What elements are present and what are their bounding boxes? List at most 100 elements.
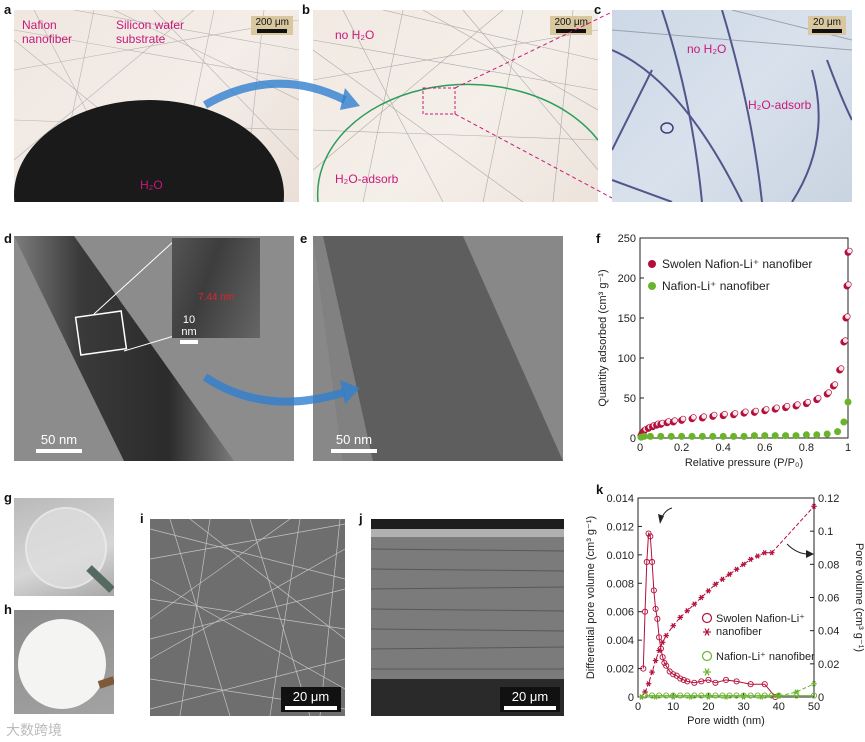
data-point <box>670 622 676 629</box>
desorption-point <box>721 410 728 418</box>
data-point <box>802 431 810 439</box>
data-point <box>747 692 754 699</box>
data-point <box>719 576 726 582</box>
data-point <box>761 432 769 440</box>
panel-d-inset-scale-text: 10 nm <box>181 314 197 338</box>
desorption-point <box>844 313 851 320</box>
y2-tick-label: 0.12 <box>818 493 839 505</box>
nanofiber-texture <box>313 10 598 202</box>
data-point <box>712 679 719 686</box>
data-point <box>776 693 782 699</box>
data-point <box>747 681 754 688</box>
data-point <box>811 681 817 687</box>
y-tick-label: 0.010 <box>606 550 634 562</box>
data-point <box>646 432 654 440</box>
panel-g-label: g <box>4 490 12 505</box>
wetting-boundary <box>316 83 598 202</box>
data-point <box>705 694 712 700</box>
data-point <box>684 678 691 685</box>
data-point <box>834 428 842 436</box>
legend-marker <box>703 668 711 676</box>
legend-label: Nafion-Li⁺ nanofiber <box>716 651 815 663</box>
series-line <box>642 531 776 698</box>
x-axis-label: Pore width (nm) <box>687 715 765 727</box>
panel-b-no-water-label: no H₂O <box>335 28 375 42</box>
data-point <box>698 692 705 699</box>
data-point <box>688 432 696 440</box>
y-tick-label: 100 <box>618 353 636 365</box>
data-point <box>761 550 768 556</box>
data-point <box>844 398 852 406</box>
data-point <box>663 662 670 669</box>
curved-arrow-icon <box>202 373 360 406</box>
legend-marker <box>701 612 713 624</box>
panel-i-scale-text: 20 μm <box>292 689 330 704</box>
data-point <box>649 558 656 566</box>
x-tick-label: 50 <box>808 701 820 713</box>
data-point <box>641 608 649 615</box>
desorption-point <box>679 415 687 423</box>
y-axis-label: Quantity adsorbed (cm³ g⁻¹) <box>597 269 609 406</box>
panel-d-inset-measure: 7.44 nm <box>198 292 235 303</box>
zoom-connector-lines <box>454 11 613 199</box>
desorption-point <box>845 281 852 288</box>
data-point <box>657 432 665 440</box>
data-point <box>645 681 652 687</box>
data-point <box>712 581 719 587</box>
data-point <box>680 676 687 683</box>
curved-arrow-icon <box>203 79 360 110</box>
desorption-point <box>773 404 780 411</box>
data-point <box>654 615 661 622</box>
x-tick-label: 10 <box>667 701 679 713</box>
panel-b-adsorb-label: H₂O-adsorb <box>335 172 399 186</box>
panel-h-label: h <box>4 602 12 617</box>
desorption-point <box>815 394 822 402</box>
y2-tick-label: 0.02 <box>818 659 839 671</box>
data-point <box>768 692 775 699</box>
data-point <box>677 614 684 621</box>
y-tick-label: 50 <box>624 393 636 405</box>
y-tick-label: 0.002 <box>606 664 634 676</box>
data-point <box>652 605 659 612</box>
data-point <box>647 533 654 540</box>
data-point <box>642 689 648 695</box>
data-point <box>705 588 712 594</box>
panel-e-label: e <box>300 231 308 246</box>
desorption-point <box>837 365 845 372</box>
data-point <box>698 678 705 685</box>
panel-j-scale-text: 20 μm <box>511 689 549 704</box>
data-point <box>650 587 657 594</box>
panel-f-label: f <box>596 231 601 246</box>
data-point <box>813 431 821 439</box>
data-point <box>659 654 666 661</box>
panel-a-nanofiber-label: Nafion nanofiber <box>22 18 73 46</box>
arrow-head <box>806 550 814 558</box>
data-point <box>709 432 717 440</box>
data-point <box>723 694 729 700</box>
desorption-point <box>711 411 718 419</box>
arrow-to-right-axis-icon <box>786 543 809 555</box>
panel-d-inset-scale-bar: 10 nm <box>174 314 204 344</box>
data-point <box>698 594 705 601</box>
panel-a-label: a <box>4 2 12 17</box>
data-point <box>733 678 740 685</box>
x-tick-label: 0.6 <box>757 442 772 454</box>
data-point <box>663 632 669 639</box>
data-point <box>726 571 733 578</box>
fiber-microscopy <box>612 10 852 202</box>
data-point <box>688 694 694 700</box>
data-point <box>840 418 848 426</box>
panel-c-scale-bar: 20 μm <box>808 16 846 35</box>
desorption-point <box>825 389 832 396</box>
panel-d-inset: 7.44 nm 10 nm <box>172 238 260 344</box>
data-point <box>730 432 738 440</box>
legend-marker <box>703 628 711 636</box>
desorption-point <box>831 381 839 388</box>
data-point <box>691 679 698 686</box>
data-point <box>740 561 747 568</box>
data-point <box>691 601 698 607</box>
x-tick-label: 0 <box>635 701 641 713</box>
data-point <box>750 432 758 440</box>
zoom-box <box>422 87 456 115</box>
legend-label: Swolen Nafion-Li⁺ <box>716 613 805 625</box>
